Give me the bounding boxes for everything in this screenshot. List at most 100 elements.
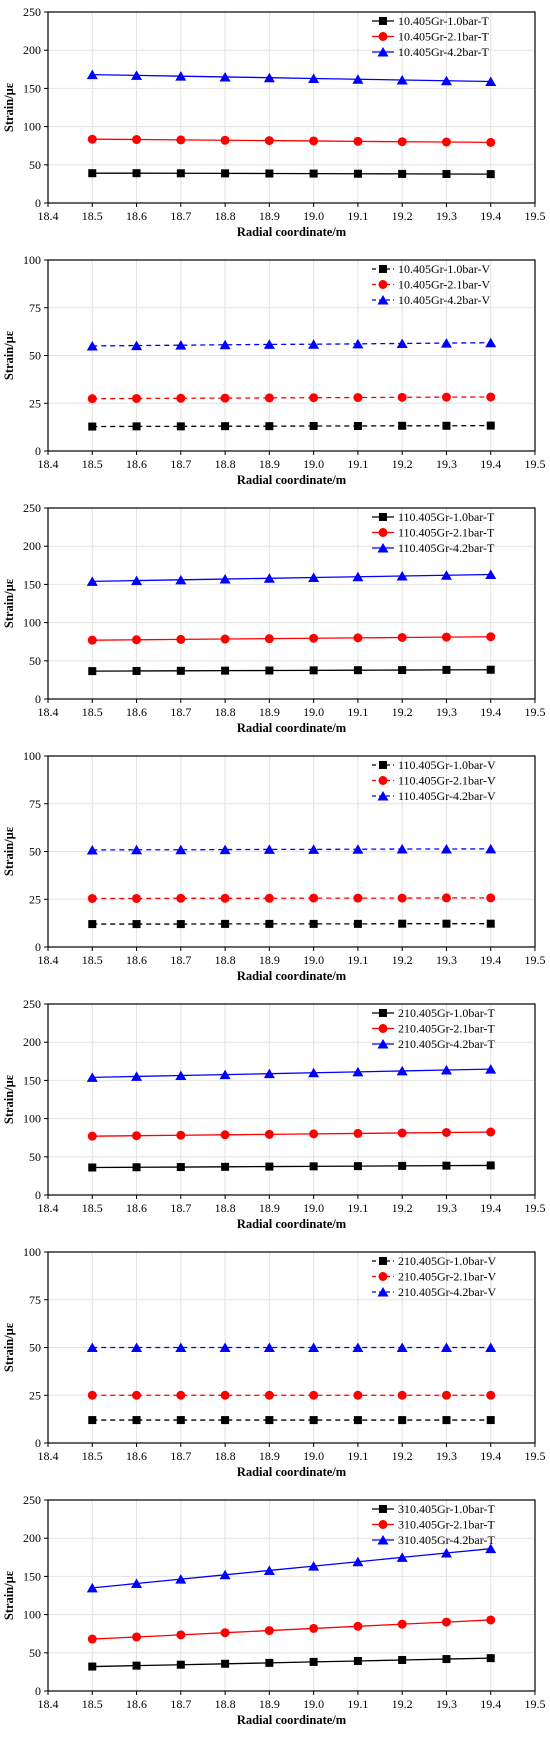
y-tick-label: 50 bbox=[29, 158, 41, 172]
data-point bbox=[398, 169, 407, 178]
data-point bbox=[352, 1342, 364, 1352]
y-axis-title: Strain/με bbox=[2, 1074, 16, 1124]
series-2 bbox=[87, 1615, 496, 1644]
legend-marker bbox=[379, 761, 387, 769]
y-tick-label: 100 bbox=[23, 1608, 41, 1622]
x-tick-label: 18.9 bbox=[259, 1697, 280, 1711]
x-tick-label: 18.7 bbox=[170, 457, 191, 471]
legend-label: 10.405Gr-2.1bar-T bbox=[398, 30, 489, 44]
x-tick-label: 18.6 bbox=[126, 705, 147, 719]
series-line bbox=[92, 342, 491, 347]
y-axis-title: Strain/με bbox=[2, 330, 16, 380]
x-tick-label: 18.4 bbox=[38, 953, 59, 967]
data-point bbox=[353, 169, 362, 178]
x-tick-label: 19.0 bbox=[303, 209, 324, 223]
data-point bbox=[485, 76, 497, 87]
data-point bbox=[353, 421, 362, 430]
legend-label: 10.405Gr-2.1bar-V bbox=[398, 278, 490, 292]
data-point bbox=[485, 1543, 497, 1554]
y-axis-title: Strain/με bbox=[2, 578, 16, 628]
legend-item: 10.405Gr-2.1bar-V bbox=[372, 278, 490, 292]
data-point bbox=[486, 1416, 495, 1425]
x-tick-label: 18.8 bbox=[215, 1449, 236, 1463]
data-point bbox=[486, 1127, 496, 1137]
chart-panel-1: 18.4 18.5 18.6 18.7 18.8 18.9 19.0 19.1 19.2 19.3… bbox=[2, 5, 546, 239]
x-tick-label: 18.5 bbox=[82, 1201, 103, 1215]
x-tick-label: 18.4 bbox=[38, 457, 59, 471]
y-tick-label: 50 bbox=[29, 1150, 41, 1164]
data-point bbox=[88, 667, 97, 676]
x-tick-label: 18.5 bbox=[82, 209, 103, 223]
data-point bbox=[176, 920, 185, 929]
data-point bbox=[131, 340, 143, 351]
x-tick-label: 19.3 bbox=[436, 209, 457, 223]
x-tick-label: 18.8 bbox=[215, 705, 236, 719]
legend-marker bbox=[378, 280, 388, 289]
data-point bbox=[264, 1129, 274, 1139]
x-tick-label: 19.5 bbox=[525, 209, 546, 223]
x-tick-label: 19.1 bbox=[347, 1697, 368, 1711]
data-point bbox=[131, 1071, 143, 1081]
y-axis-title: Strain/με bbox=[2, 82, 16, 132]
x-tick-label: 19.4 bbox=[480, 1449, 501, 1463]
data-point bbox=[176, 1416, 185, 1425]
data-point bbox=[396, 570, 408, 581]
data-point bbox=[87, 1131, 97, 1141]
x-tick-label: 18.5 bbox=[82, 953, 103, 967]
series-2 bbox=[87, 1127, 496, 1141]
data-point bbox=[263, 844, 275, 854]
x-tick-label: 18.9 bbox=[259, 705, 280, 719]
data-point bbox=[219, 1569, 231, 1580]
x-tick-label: 18.5 bbox=[82, 1697, 103, 1711]
data-point bbox=[221, 1162, 230, 1171]
data-point bbox=[352, 74, 364, 84]
legend-item: 210.405Gr-1.0bar-V bbox=[372, 1254, 496, 1268]
x-tick-label: 18.7 bbox=[170, 1449, 191, 1463]
y-tick-label: 25 bbox=[29, 396, 41, 410]
data-point bbox=[86, 1342, 98, 1352]
data-point bbox=[397, 1619, 407, 1629]
data-point bbox=[176, 893, 186, 903]
data-point bbox=[87, 893, 97, 903]
data-point bbox=[308, 339, 320, 349]
data-point bbox=[265, 666, 274, 675]
y-tick-label: 0 bbox=[35, 1436, 41, 1450]
x-tick-label: 19.5 bbox=[525, 1449, 546, 1463]
data-point bbox=[176, 169, 185, 178]
y-tick-label: 75 bbox=[29, 301, 41, 315]
series-2 bbox=[87, 1390, 496, 1400]
legend-label: 310.405Gr-4.2bar-T bbox=[398, 1533, 495, 1547]
legend-label: 310.405Gr-2.1bar-T bbox=[398, 1518, 495, 1532]
y-tick-label: 200 bbox=[23, 539, 41, 553]
x-tick-label: 19.4 bbox=[480, 705, 501, 719]
data-point bbox=[486, 392, 496, 402]
legend-label: 210.405Gr-2.1bar-T bbox=[398, 1022, 495, 1036]
x-tick-label: 18.8 bbox=[215, 953, 236, 967]
data-point bbox=[221, 919, 230, 928]
plot-frame bbox=[47, 11, 536, 204]
y-tick-label: 0 bbox=[35, 1684, 41, 1698]
x-tick-label: 19.3 bbox=[436, 1697, 457, 1711]
series-line bbox=[92, 573, 491, 582]
legend-item: 10.405Gr-1.0bar-T bbox=[372, 14, 489, 28]
data-point bbox=[263, 72, 275, 83]
data-point bbox=[176, 634, 186, 644]
legend-marker bbox=[377, 47, 389, 57]
y-tick-label: 250 bbox=[23, 997, 41, 1011]
data-point bbox=[353, 666, 362, 675]
x-tick-label: 19.5 bbox=[525, 457, 546, 471]
data-point bbox=[176, 1660, 185, 1669]
legend-marker bbox=[379, 17, 387, 25]
x-tick-label: 19.5 bbox=[525, 705, 546, 719]
data-point bbox=[309, 919, 318, 928]
x-tick-label: 19.3 bbox=[436, 953, 457, 967]
data-point bbox=[485, 569, 497, 579]
data-point bbox=[353, 1162, 362, 1171]
data-point bbox=[132, 1163, 141, 1172]
x-tick-label: 18.8 bbox=[215, 1697, 236, 1711]
y-tick-label: 75 bbox=[29, 1293, 41, 1307]
x-tick-label: 18.4 bbox=[38, 1449, 59, 1463]
data-point bbox=[440, 338, 452, 348]
data-point bbox=[132, 635, 142, 645]
